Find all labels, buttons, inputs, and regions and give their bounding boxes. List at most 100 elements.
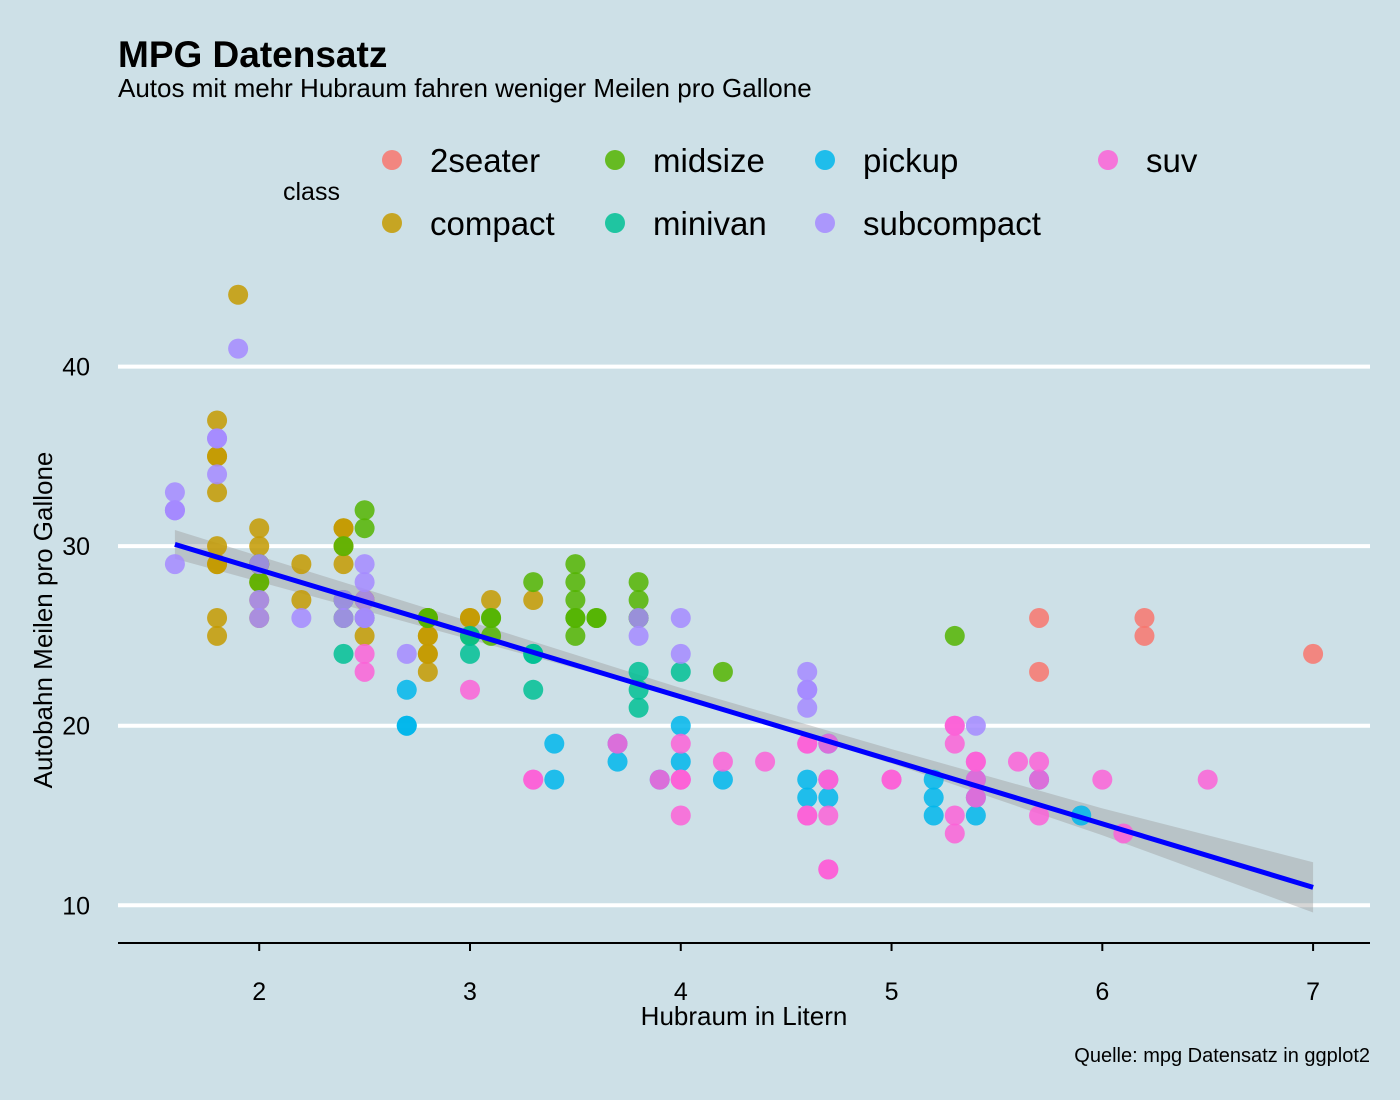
legend-label-2seater: 2seater — [430, 142, 540, 179]
point-midsize — [628, 590, 649, 611]
point-midsize — [944, 625, 965, 646]
point-midsize — [354, 518, 375, 539]
point-midsize — [354, 500, 375, 521]
point-compact — [523, 590, 544, 611]
point-pickup — [670, 715, 691, 736]
legend-label-suv: suv — [1146, 142, 1198, 179]
point-compact — [207, 536, 228, 557]
point-suv — [1008, 751, 1029, 772]
point-2seater — [1134, 625, 1155, 646]
point-midsize — [481, 607, 502, 628]
point-suv — [797, 805, 818, 826]
point-suv — [944, 823, 965, 844]
point-midsize — [523, 572, 544, 593]
point-minivan — [523, 679, 544, 700]
point-subcompact — [164, 482, 185, 503]
point-suv — [649, 769, 670, 790]
point-subcompact — [207, 464, 228, 485]
point-suv — [818, 859, 839, 880]
point-minivan — [459, 643, 480, 664]
point-subcompact — [628, 607, 649, 628]
point-pickup — [544, 769, 565, 790]
point-suv — [818, 805, 839, 826]
point-minivan — [628, 697, 649, 718]
chart-subtitle: Autos mit mehr Hubraum fahren weniger Me… — [118, 73, 812, 103]
x-tick-label: 2 — [252, 978, 266, 1006]
point-suv — [1197, 769, 1218, 790]
point-suv — [523, 769, 544, 790]
x-tick-label: 5 — [885, 978, 899, 1006]
point-suv — [459, 679, 480, 700]
point-compact — [207, 607, 228, 628]
point-midsize — [565, 572, 586, 593]
point-subcompact — [797, 697, 818, 718]
point-midsize — [586, 607, 607, 628]
point-midsize — [565, 554, 586, 575]
point-compact — [354, 625, 375, 646]
x-tick-label: 7 — [1306, 978, 1320, 1006]
x-tick-label: 3 — [463, 978, 477, 1006]
point-midsize — [565, 590, 586, 611]
legend-key-compact — [382, 213, 402, 233]
point-subcompact — [396, 643, 417, 664]
point-compact — [417, 625, 438, 646]
point-subcompact — [164, 500, 185, 521]
point-suv — [881, 769, 902, 790]
point-subcompact — [670, 607, 691, 628]
point-suv — [670, 805, 691, 826]
point-midsize — [249, 572, 270, 593]
point-suv — [1029, 769, 1050, 790]
point-midsize — [333, 536, 354, 557]
point-subcompact — [797, 679, 818, 700]
point-compact — [459, 607, 480, 628]
point-subcompact — [628, 625, 649, 646]
point-pickup — [923, 787, 944, 808]
point-pickup — [923, 805, 944, 826]
legend-label-compact: compact — [430, 205, 555, 242]
point-compact — [207, 410, 228, 431]
point-pickup — [396, 679, 417, 700]
point-compact — [417, 643, 438, 664]
point-2seater — [1029, 607, 1050, 628]
point-suv — [1029, 751, 1050, 772]
legend-key-midsize — [605, 150, 625, 170]
point-pickup — [712, 769, 733, 790]
legend-label-minivan: minivan — [653, 205, 767, 242]
point-subcompact — [228, 338, 249, 359]
point-compact — [333, 554, 354, 575]
y-tick-label: 40 — [62, 354, 90, 382]
point-compact — [291, 590, 312, 611]
y-tick-label: 20 — [62, 713, 90, 741]
point-subcompact — [354, 554, 375, 575]
legend-key-subcompact — [815, 213, 835, 233]
point-minivan — [333, 643, 354, 664]
legend-key-minivan — [605, 213, 625, 233]
point-compact — [207, 446, 228, 467]
confidence-band — [174, 529, 1314, 913]
point-compact — [249, 536, 270, 557]
data-points — [164, 284, 1324, 880]
axes: 2 3 4 5 6 7 10 20 30 40 — [62, 354, 1370, 1006]
point-compact — [207, 625, 228, 646]
point-midsize — [628, 572, 649, 593]
point-subcompact — [354, 607, 375, 628]
smooth-band — [174, 529, 1314, 913]
x-axis-title: Hubraum in Litern — [641, 1001, 848, 1031]
point-compact — [481, 590, 502, 611]
point-subcompact — [670, 643, 691, 664]
point-pickup — [396, 715, 417, 736]
point-subcompact — [333, 607, 354, 628]
point-midsize — [712, 661, 733, 682]
smooth-line — [174, 541, 1314, 890]
point-pickup — [965, 805, 986, 826]
point-2seater — [1029, 661, 1050, 682]
point-pickup — [607, 751, 628, 772]
x-tick-label: 6 — [1095, 978, 1109, 1006]
point-minivan — [628, 661, 649, 682]
point-subcompact — [291, 607, 312, 628]
point-subcompact — [207, 428, 228, 449]
smooth-line-group — [174, 541, 1314, 890]
point-subcompact — [965, 715, 986, 736]
legend-label-midsize: midsize — [653, 142, 765, 179]
